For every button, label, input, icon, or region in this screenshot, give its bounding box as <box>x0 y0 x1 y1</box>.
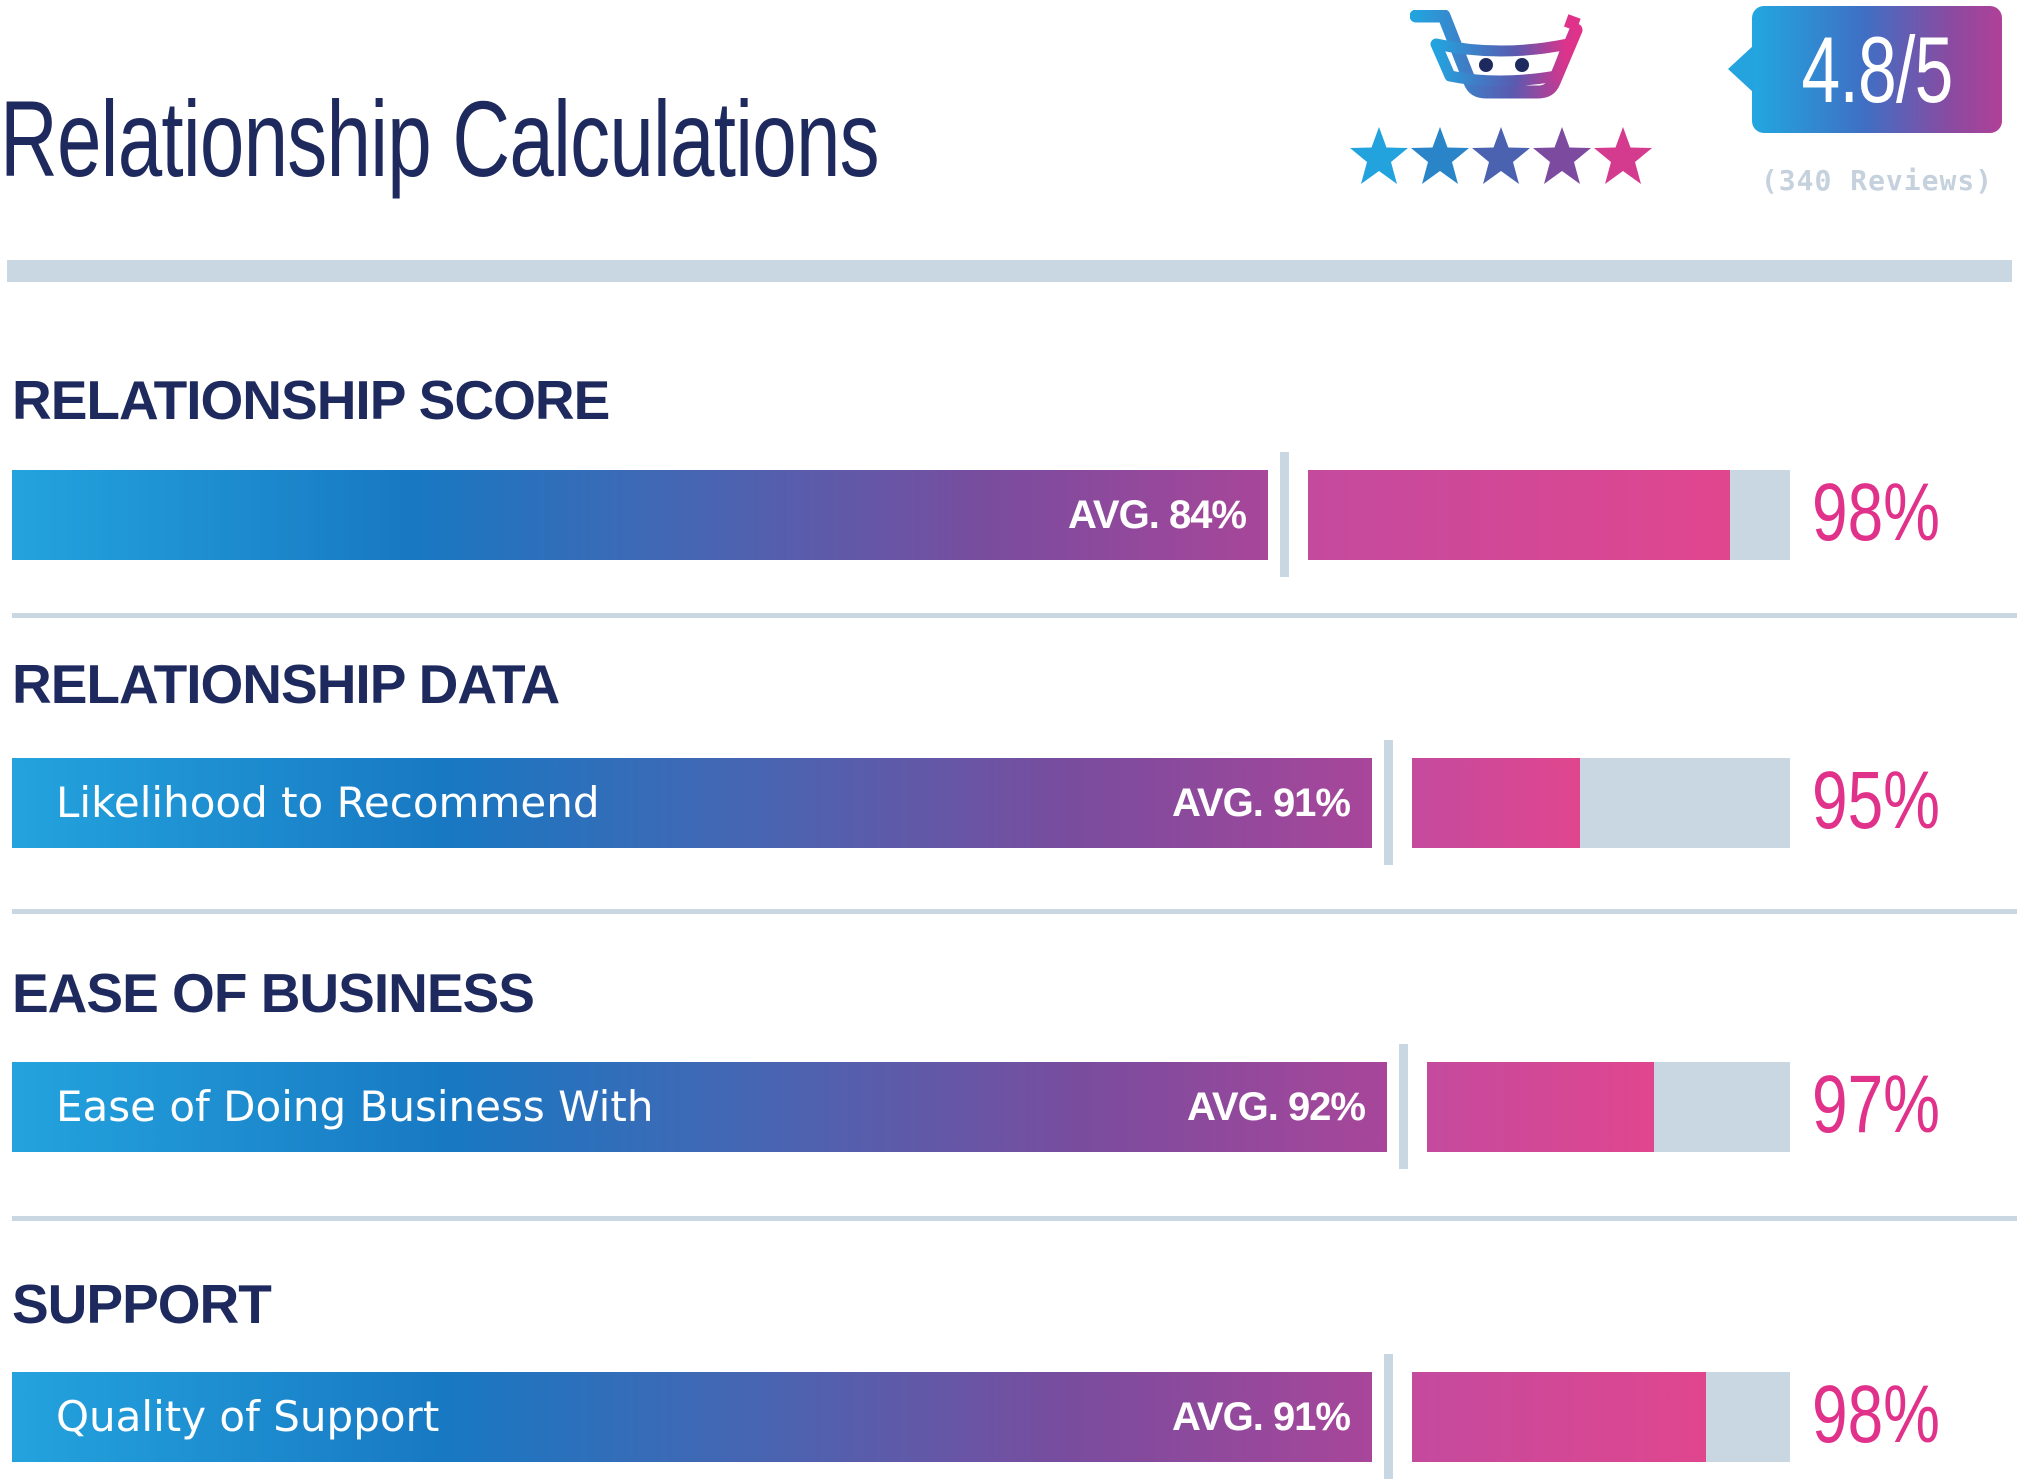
section-divider <box>12 1216 2017 1221</box>
section-heading: EASE OF BUSINESS <box>12 962 535 1024</box>
average-bar: Quality of Support AVG. 91% <box>12 1372 1372 1462</box>
score-track <box>1308 470 1790 560</box>
bar-label: Quality of Support <box>56 1392 440 1441</box>
average-marker <box>1384 1354 1393 1479</box>
score-value: 97% <box>1812 1059 1941 1150</box>
average-marker <box>1280 452 1289 577</box>
average-bar: Ease of Doing Business With AVG. 92% <box>12 1062 1387 1152</box>
star-1-icon <box>1350 127 1408 184</box>
average-label: AVG. 91% <box>1172 1395 1351 1439</box>
score-value: 98% <box>1812 467 1941 558</box>
page-title: Relationship Calculations <box>0 78 880 199</box>
star-rating-icons <box>1350 127 1652 184</box>
reviews-count: (340 Reviews) <box>1760 164 1994 197</box>
rating-value: 4.8/5 <box>1801 16 1953 122</box>
score-fill <box>1412 758 1580 848</box>
score-fill <box>1308 470 1730 560</box>
score-track <box>1412 758 1790 848</box>
section-heading: RELATIONSHIP DATA <box>12 653 560 715</box>
score-value: 95% <box>1812 755 1941 846</box>
score-fill <box>1427 1062 1654 1152</box>
score-value: 98% <box>1812 1369 1941 1460</box>
section-divider <box>12 613 2017 618</box>
star-5-icon <box>1594 127 1652 184</box>
average-label: AVG. 84% <box>1068 493 1247 537</box>
average-label: AVG. 92% <box>1187 1085 1366 1129</box>
section-heading: SUPPORT <box>12 1273 272 1335</box>
average-marker <box>1399 1044 1408 1169</box>
bar-label: Likelihood to Recommend <box>56 778 600 827</box>
header-divider <box>7 260 2012 282</box>
bar-label: Ease of Doing Business With <box>56 1082 654 1131</box>
rating-badge: 4.8/5 <box>1728 6 2002 133</box>
section-heading: RELATIONSHIP SCORE <box>12 369 610 431</box>
average-bar: Likelihood to Recommend AVG. 91% <box>12 758 1372 848</box>
average-label: AVG. 91% <box>1172 781 1351 825</box>
shopping-basket-logo-icon <box>1410 10 1583 99</box>
score-track <box>1427 1062 1790 1152</box>
star-3-icon <box>1472 127 1530 184</box>
section-divider <box>12 909 2017 914</box>
score-track <box>1412 1372 1790 1462</box>
star-4-icon <box>1533 127 1591 184</box>
star-2-icon <box>1411 127 1469 184</box>
score-fill <box>1412 1372 1707 1462</box>
average-bar: AVG. 84% <box>12 470 1268 560</box>
average-marker <box>1384 740 1393 865</box>
